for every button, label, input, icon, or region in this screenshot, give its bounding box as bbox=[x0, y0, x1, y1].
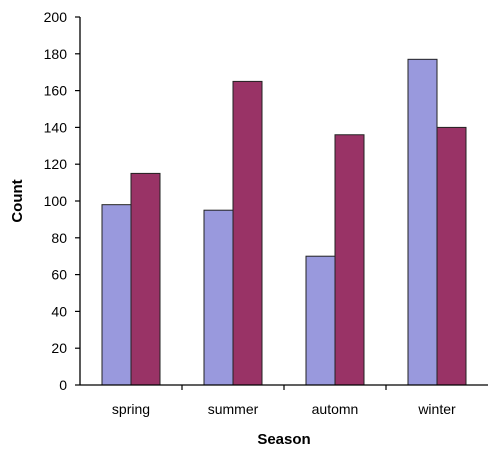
bar-spring-series2 bbox=[130, 172, 161, 386]
x-category-label: winter bbox=[417, 401, 456, 417]
bar-automn-series2 bbox=[334, 134, 365, 386]
y-axis-title: Count bbox=[9, 179, 26, 222]
y-tick-label: 100 bbox=[44, 193, 68, 209]
y-tick-label: 0 bbox=[59, 377, 67, 393]
y-tick-label: 180 bbox=[44, 46, 68, 62]
y-tick-label: 200 bbox=[44, 9, 68, 25]
y-tick-label: 160 bbox=[44, 83, 68, 99]
y-tick-label: 80 bbox=[51, 230, 67, 246]
y-tick-label: 40 bbox=[51, 303, 67, 319]
x-category-label: automn bbox=[312, 401, 359, 417]
x-category-label: summer bbox=[208, 401, 259, 417]
bar-winter-series1 bbox=[407, 58, 438, 386]
y-tick-label: 20 bbox=[51, 340, 67, 356]
bar-automn-series1 bbox=[305, 255, 336, 386]
x-axis-category-labels: spring summer automn winter bbox=[112, 385, 456, 417]
y-axis-ticks: 0 20 40 60 80 100 120 140 160 180 200 bbox=[44, 9, 80, 393]
y-tick-label: 60 bbox=[51, 267, 67, 283]
bar-winter-series2 bbox=[436, 126, 467, 386]
bar-summer-series2 bbox=[232, 80, 263, 386]
y-tick-label: 120 bbox=[44, 156, 68, 172]
bar-summer-series1 bbox=[203, 209, 234, 386]
x-category-label: spring bbox=[112, 401, 150, 417]
y-tick-label: 140 bbox=[44, 119, 68, 135]
x-axis-title: Season bbox=[257, 431, 310, 448]
bar-spring-series1 bbox=[101, 204, 132, 386]
bar-series bbox=[101, 58, 467, 386]
